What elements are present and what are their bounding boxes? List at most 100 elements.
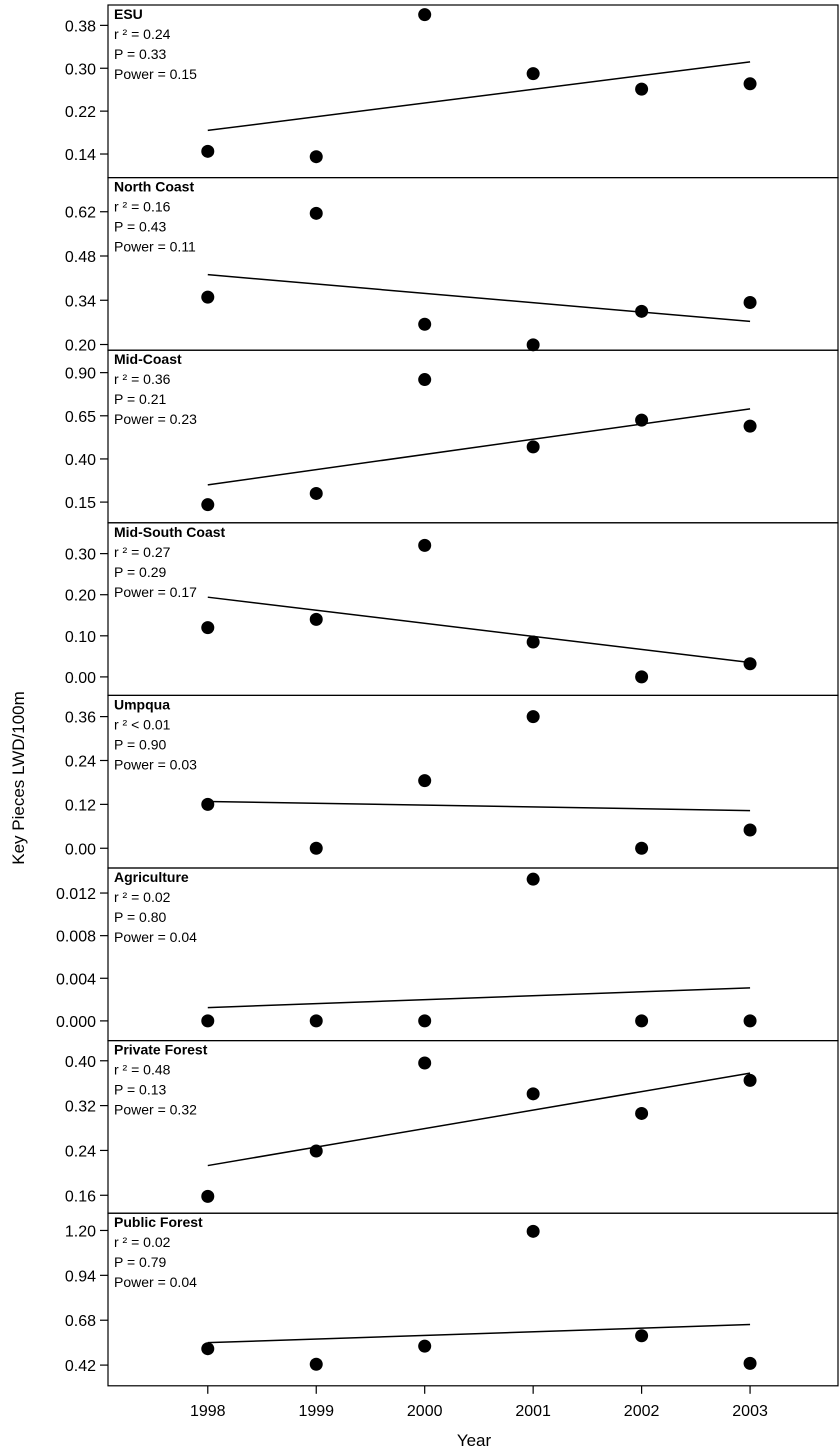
panel-frame xyxy=(107,1039,839,1214)
panel-stat: r ² = 0.16 xyxy=(114,199,171,215)
y-tick-label: 0.20 xyxy=(65,588,96,605)
y-tick-label: 0.94 xyxy=(65,1268,96,1285)
panel-stat: r ² = 0.02 xyxy=(114,1234,171,1250)
panel-1: 0.20 0.34 0.48 0.62 North Coast r ² = 0.16 P… xyxy=(65,177,839,355)
data-point xyxy=(309,486,323,500)
panel-stat: r ² = 0.48 xyxy=(114,1062,171,1078)
x-tick-label: 2003 xyxy=(732,1403,768,1420)
panel-frame xyxy=(107,177,839,351)
data-point xyxy=(743,419,757,433)
data-point xyxy=(743,295,757,309)
panel-stat: Power = 0.04 xyxy=(114,1274,197,1290)
y-tick-label: 0.15 xyxy=(65,495,96,512)
y-tick-label: 0.14 xyxy=(65,147,96,164)
data-point xyxy=(309,150,323,164)
data-point xyxy=(526,710,540,724)
data-point xyxy=(743,823,757,837)
y-tick-label: 0.38 xyxy=(65,18,96,35)
data-point xyxy=(743,657,757,671)
data-point xyxy=(743,77,757,91)
regression-line xyxy=(207,1323,751,1344)
data-point xyxy=(418,373,432,387)
y-tick-label: 0.00 xyxy=(65,670,96,687)
data-point xyxy=(201,1342,215,1356)
y-tick-label: 0.012 xyxy=(56,886,96,903)
y-tick-label: 0.20 xyxy=(65,338,96,355)
panel-stat: r ² = 0.27 xyxy=(114,544,171,560)
regression-line xyxy=(207,800,751,812)
data-point xyxy=(743,1356,757,1370)
y-tick-label: 0.32 xyxy=(65,1099,96,1116)
panel-stat: Power = 0.11 xyxy=(114,239,196,255)
panel-5: 0.000 0.004 0.008 0.012 Agriculture r ² = 0.0… xyxy=(56,867,839,1042)
regression-line xyxy=(207,61,751,132)
data-point xyxy=(743,1014,757,1028)
panel-frame xyxy=(107,4,839,179)
regression-line xyxy=(207,408,751,486)
y-tick-label: 0.000 xyxy=(56,1014,96,1031)
data-point xyxy=(526,67,540,81)
panel-stat: r ² < 0.01 xyxy=(114,716,171,732)
data-point xyxy=(635,1014,649,1028)
data-point xyxy=(526,1087,540,1101)
y-tick-label: 0.90 xyxy=(65,366,96,383)
y-axis-title: Key Pieces LWD/100m xyxy=(9,691,28,865)
data-point xyxy=(201,290,215,304)
x-tick-label: 2002 xyxy=(624,1403,660,1420)
data-point xyxy=(201,498,215,512)
panel-4: 0.00 0.12 0.24 0.36 Umpqua r ² < 0.01 P = 0.9… xyxy=(65,694,839,869)
data-point xyxy=(526,1224,540,1238)
data-point xyxy=(526,872,540,886)
x-tick-label: 2001 xyxy=(515,1403,551,1420)
data-point xyxy=(309,1357,323,1371)
y-tick-label: 0.30 xyxy=(65,61,96,78)
data-point xyxy=(526,338,540,352)
panel-6: 0.16 0.24 0.32 0.40 Private Forest r ² = 0.48… xyxy=(65,1039,839,1214)
panel-2: 0.15 0.40 0.65 0.90 Mid-Coast r ² = 0.36 P = … xyxy=(65,349,839,524)
panel-stat: r ² = 0.02 xyxy=(114,889,171,905)
y-tick-label: 0.65 xyxy=(65,409,96,426)
data-point xyxy=(635,82,649,96)
panel-title: Mid-South Coast xyxy=(114,524,226,540)
data-point xyxy=(635,670,649,684)
data-point xyxy=(418,8,432,22)
x-axis-title: Year xyxy=(457,1431,492,1450)
panel-frame xyxy=(107,867,839,1042)
data-point xyxy=(201,1189,215,1203)
data-point xyxy=(309,1014,323,1028)
panel-title: Private Forest xyxy=(114,1042,208,1058)
data-point xyxy=(526,440,540,454)
panel-stat: Power = 0.04 xyxy=(114,929,197,945)
data-point xyxy=(309,1144,323,1158)
y-tick-label: 0.36 xyxy=(65,710,96,727)
data-point xyxy=(309,206,323,220)
data-point xyxy=(418,774,432,788)
data-point xyxy=(418,1339,432,1353)
panel-stat: r ² = 0.36 xyxy=(114,371,171,387)
data-point xyxy=(309,841,323,855)
panel-stat: Power = 0.03 xyxy=(114,756,197,772)
panel-stat: P = 0.33 xyxy=(114,46,167,62)
y-tick-label: 0.24 xyxy=(65,753,96,770)
panel-stat: P = 0.21 xyxy=(114,391,167,407)
y-tick-label: 0.008 xyxy=(56,929,96,946)
y-tick-label: 0.34 xyxy=(65,293,96,310)
panel-0: 0.14 0.22 0.30 0.38 ESU r ² = 0.24 P = 0.33 Pow… xyxy=(65,4,839,179)
panel-frame xyxy=(107,522,839,696)
y-tick-label: 0.12 xyxy=(65,797,96,814)
panel-title: Umpqua xyxy=(114,696,170,712)
panel-stat: r ² = 0.24 xyxy=(114,26,171,42)
y-tick-label: 1.20 xyxy=(65,1223,96,1240)
regression-line xyxy=(207,1072,751,1167)
data-point xyxy=(309,612,323,626)
y-tick-label: 0.22 xyxy=(65,104,96,121)
data-point xyxy=(201,797,215,811)
panel-title: Public Forest xyxy=(114,1214,203,1230)
panels-group: 0.14 0.22 0.30 0.38 ESU r ² = 0.24 P = 0.33 Pow… xyxy=(56,4,839,1387)
data-point xyxy=(418,1014,432,1028)
panel-stat: Power = 0.32 xyxy=(114,1102,197,1118)
y-tick-label: 0.68 xyxy=(65,1313,96,1330)
regression-line xyxy=(207,987,751,1009)
data-point xyxy=(201,621,215,635)
